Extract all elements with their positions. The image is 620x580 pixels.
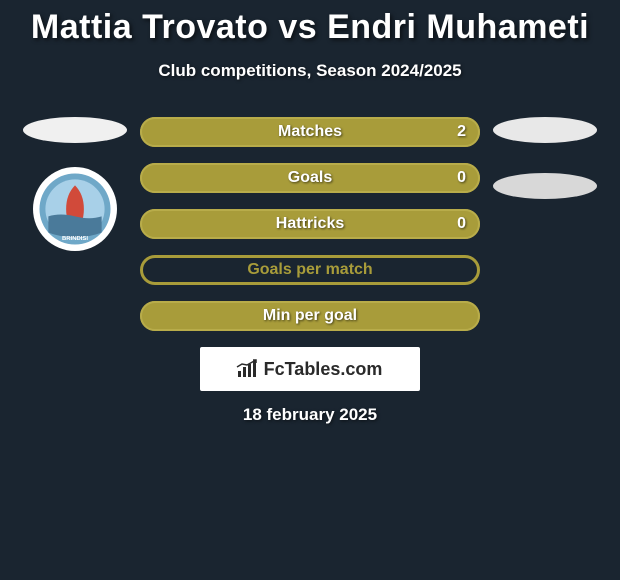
stat-row-hattricks: Hattricks 0 (140, 209, 480, 239)
left-player-badges: BRINDISI (20, 117, 130, 251)
club-badge-icon: BRINDISI (38, 172, 112, 246)
stat-row-min-per-goal: Min per goal (140, 301, 480, 331)
stat-label: Min per goal (263, 307, 357, 325)
chart-icon (238, 361, 258, 377)
page-title: Mattia Trovato vs Endri Muhameti (0, 8, 620, 47)
stats-area: BRINDISI Matches 2 Goals 0 Hattricks 0 (0, 117, 620, 331)
stat-label: Goals per match (247, 261, 372, 279)
stat-bars: Matches 2 Goals 0 Hattricks 0 Goals per … (140, 117, 480, 331)
stat-label: Goals (288, 169, 332, 187)
player-logo-placeholder (493, 117, 597, 143)
stat-value: 0 (457, 169, 466, 187)
brand-attribution[interactable]: FcTables.com (200, 347, 420, 391)
player-logo-placeholder (493, 173, 597, 199)
svg-text:BRINDISI: BRINDISI (62, 236, 88, 242)
club-badge-left: BRINDISI (33, 167, 117, 251)
stat-value: 0 (457, 215, 466, 233)
date-line: 18 february 2025 (0, 405, 620, 425)
brand-text: FcTables.com (264, 359, 383, 380)
stat-value: 2 (457, 123, 466, 141)
stat-row-goals: Goals 0 (140, 163, 480, 193)
stat-row-goals-per-match: Goals per match (140, 255, 480, 285)
stat-row-matches: Matches 2 (140, 117, 480, 147)
subtitle: Club competitions, Season 2024/2025 (0, 61, 620, 81)
player-logo-placeholder (23, 117, 127, 143)
stat-label: Matches (278, 123, 342, 141)
right-player-badges (490, 117, 600, 199)
stat-label: Hattricks (276, 215, 344, 233)
